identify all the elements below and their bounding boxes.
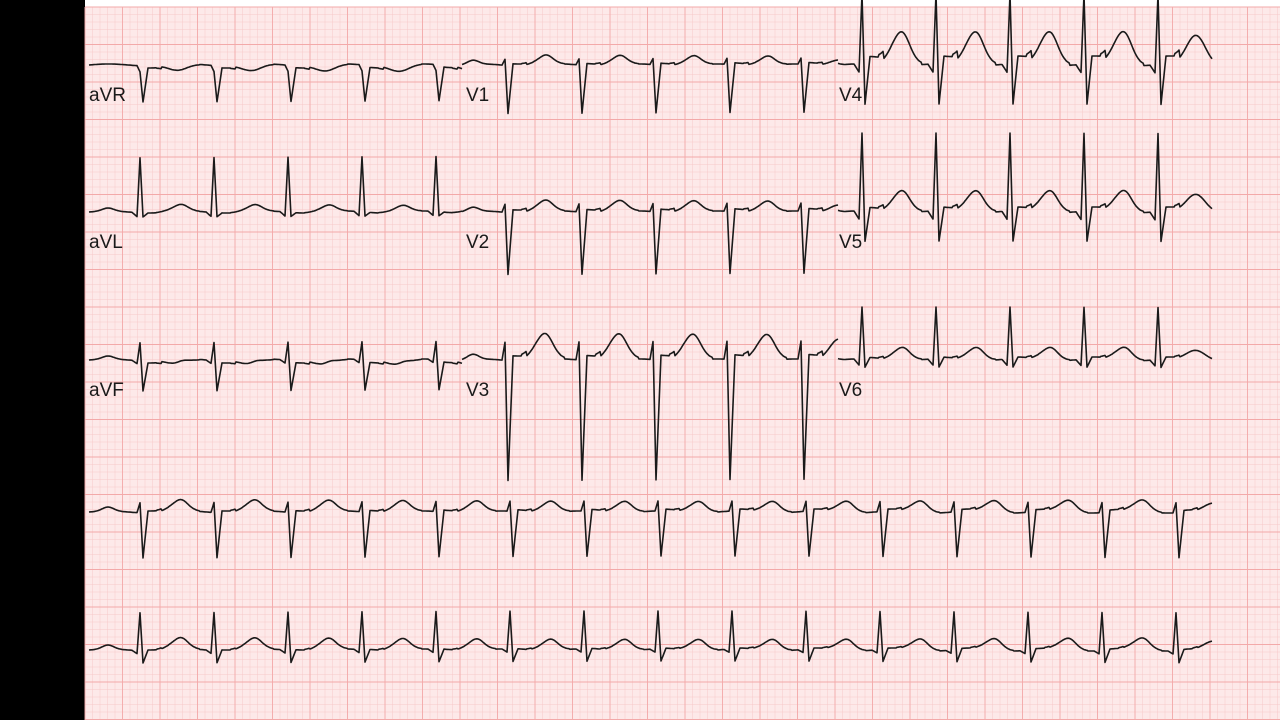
lead-trace-V5	[838, 133, 1212, 241]
lead-trace-V3	[462, 334, 838, 481]
lead-trace-V4	[838, 0, 1212, 104]
lead-label-V6: V6	[839, 380, 862, 402]
lead-trace-aVL	[89, 157, 462, 217]
lead-trace-V6	[838, 307, 1212, 367]
lead-trace-V1	[462, 55, 838, 114]
ecg-frame: aVR V1 V4 aVL V2 V5 aVF V3 V6	[0, 0, 1280, 720]
lead-trace-rhythm-2	[89, 611, 1212, 663]
lead-label-V2: V2	[466, 232, 489, 254]
lead-label-aVF: aVF	[89, 380, 124, 402]
lead-label-aVR: aVR	[89, 85, 126, 107]
lead-label-V3: V3	[466, 380, 489, 402]
lead-label-V1: V1	[466, 85, 489, 107]
lead-trace-rhythm-1	[89, 500, 1212, 558]
lead-label-V5: V5	[839, 232, 862, 254]
ecg-traces	[0, 0, 1280, 720]
lead-trace-aVF	[89, 342, 462, 391]
lead-label-V4: V4	[839, 85, 862, 107]
lead-label-aVL: aVL	[89, 232, 123, 254]
lead-trace-V2	[462, 200, 838, 275]
lead-trace-aVR	[89, 64, 462, 102]
